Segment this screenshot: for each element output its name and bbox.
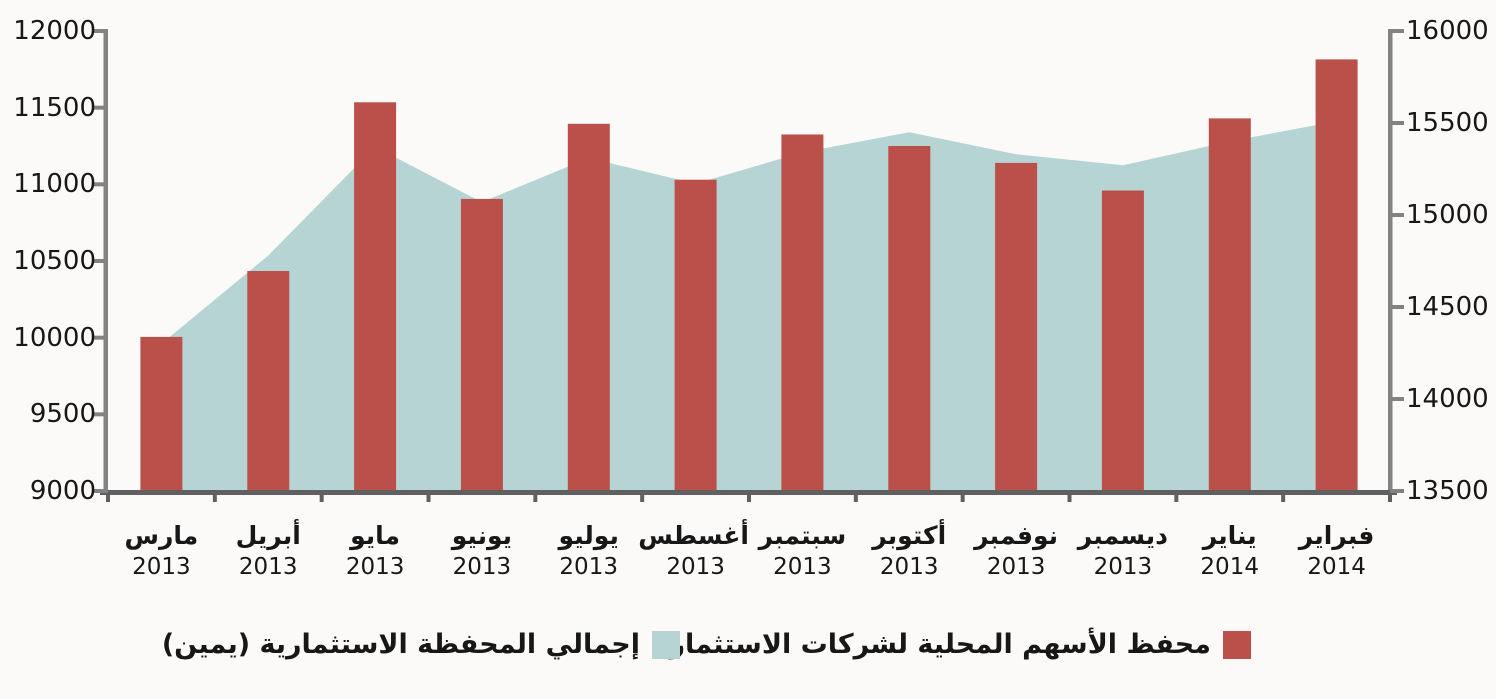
month-name: أغسطس <box>638 521 749 550</box>
month-name: أبريل <box>235 521 301 550</box>
right-axis-tick <box>1390 121 1404 125</box>
month-name: يونيو <box>451 521 513 550</box>
left-axis-tick-label: 11500 <box>13 92 96 123</box>
month-name: يناير <box>1202 521 1257 550</box>
x-axis-month-label: أكتوبر 2013 <box>856 519 963 581</box>
month-name: نوفمبر <box>974 521 1059 550</box>
x-axis-tick <box>747 493 751 502</box>
left-axis-tick-label: 10000 <box>13 322 96 353</box>
month-year: 2013 <box>879 554 939 580</box>
x-axis-tick <box>640 493 645 502</box>
x-axis-tick <box>1388 493 1392 502</box>
x-axis-month-label: مارس 2013 <box>108 519 215 581</box>
month-name: يوليو <box>558 521 619 550</box>
right-axis-tick <box>1390 489 1404 493</box>
left-axis-tick <box>94 489 108 493</box>
x-axis-tick <box>1174 493 1179 502</box>
left-axis-tick-label: 11000 <box>13 169 96 200</box>
x-axis-tick <box>106 493 110 502</box>
month-year: 2013 <box>773 554 832 580</box>
month-year: 2013 <box>452 554 512 580</box>
left-axis-tick <box>94 412 108 417</box>
x-axis-month-label: يناير 2014 <box>1176 519 1283 581</box>
bar-month-9 <box>1101 190 1144 491</box>
bar-month-4 <box>567 123 610 492</box>
bar-month-1 <box>247 271 290 491</box>
right-axis-tick-label: 14000 <box>1406 384 1489 414</box>
right-axis-tick <box>1390 397 1404 401</box>
month-year: 2013 <box>1093 554 1153 580</box>
x-axis-tick <box>853 493 858 502</box>
left-axis-tick <box>94 335 108 340</box>
x-axis-month-label: سبتمبر 2013 <box>749 519 856 581</box>
left-axis-tick <box>94 259 108 263</box>
left-axis-tick <box>94 182 108 187</box>
month-year: 2013 <box>986 554 1046 580</box>
x-axis-month-label: أبريل 2013 <box>215 519 322 581</box>
area-series-total-portfolio <box>161 121 1337 491</box>
left-axis-tick <box>94 29 108 33</box>
legend-item-total-investment-portfolio: إجمالي المحفظة الاستثمارية (يمين) <box>162 629 680 661</box>
right-axis-tick-label: 15500 <box>1406 108 1489 138</box>
month-name: أكتوبر <box>872 521 947 550</box>
month-name: فبراير <box>1298 521 1375 550</box>
month-name: سبتمبر <box>758 521 847 550</box>
month-year: 2013 <box>132 554 191 580</box>
legend-label-area: إجمالي المحفظة الاستثمارية (يمين) <box>161 629 640 660</box>
x-axis-month-label: مايو 2013 <box>322 519 429 581</box>
left-axis-tick-label: 9500 <box>29 399 96 430</box>
x-axis-tick <box>319 493 324 502</box>
bar-month-2 <box>354 102 397 492</box>
x-axis-tick <box>1281 493 1286 502</box>
bar-month-11 <box>1315 59 1358 492</box>
bar-series-swatch-icon <box>1223 631 1251 659</box>
left-axis-tick <box>94 105 108 110</box>
month-name: مارس <box>124 521 199 550</box>
month-name: مايو <box>350 521 401 550</box>
left-axis-tick-label: 12000 <box>13 16 96 46</box>
bar-month-3 <box>460 198 503 491</box>
x-axis-tick <box>212 493 217 502</box>
x-axis-tick <box>1067 493 1072 502</box>
month-year: 2014 <box>1307 554 1366 580</box>
month-year: 2013 <box>666 554 725 580</box>
right-axis-line <box>1388 29 1393 493</box>
right-axis-tick-label: 16000 <box>1406 16 1489 46</box>
x-axis-month-label: فبراير 2014 <box>1283 519 1390 581</box>
right-axis-tick-label: 14500 <box>1406 292 1489 322</box>
x-axis-tick <box>960 493 965 502</box>
x-axis-month-label: نوفمبر 2013 <box>963 519 1070 581</box>
right-axis-tick-label: 13500 <box>1406 476 1489 506</box>
x-axis-month-label: يوليو 2013 <box>535 519 642 581</box>
month-year: 2013 <box>238 554 298 580</box>
bar-month-0 <box>140 336 183 491</box>
x-axis-tick <box>533 493 538 502</box>
bar-month-7 <box>888 146 931 491</box>
month-year: 2013 <box>345 554 405 580</box>
x-axis-month-label: يونيو 2013 <box>429 519 536 581</box>
month-year: 2013 <box>559 554 618 580</box>
x-axis-line <box>100 490 1397 495</box>
left-axis-tick-label: 10500 <box>13 246 96 276</box>
right-axis-tick <box>1390 29 1404 33</box>
area-series-swatch-icon <box>652 631 680 659</box>
month-name: ديسمبر <box>1077 521 1168 550</box>
right-axis-tick <box>1390 213 1404 217</box>
bar-month-10 <box>1208 118 1251 492</box>
left-axis-tick-label: 9000 <box>29 476 96 506</box>
bar-month-6 <box>781 134 824 491</box>
x-axis-month-label: ديسمبر 2013 <box>1070 519 1177 581</box>
legend-item-domestic-shares-portfolio: محفظ الأسهم المحلية لشركات الاستثمار <box>669 629 1251 661</box>
x-axis-month-label: أغسطس 2013 <box>638 519 749 581</box>
right-axis-tick-label: 15000 <box>1406 200 1489 230</box>
x-axis-tick <box>426 493 431 502</box>
bar-month-5 <box>674 179 717 491</box>
month-year: 2014 <box>1200 554 1259 580</box>
bar-month-8 <box>995 162 1038 491</box>
right-axis-tick <box>1390 305 1404 309</box>
legend-label-bars: محفظ الأسهم المحلية لشركات الاستثمار <box>669 629 1211 660</box>
